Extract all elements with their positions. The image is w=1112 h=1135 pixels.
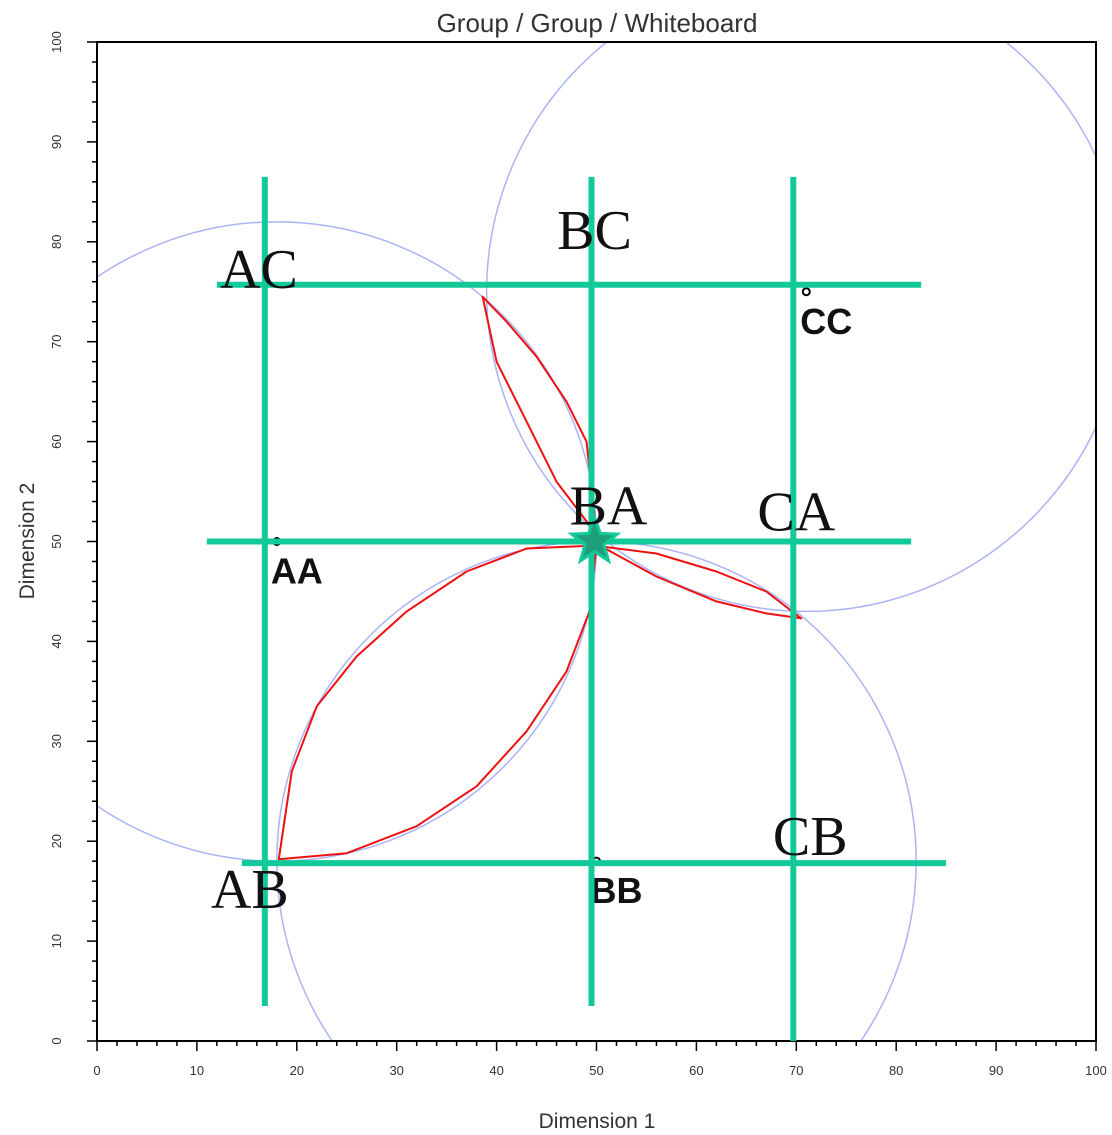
x-axis-title: Dimension 1 [539,1110,656,1133]
grid-intersection-label: AB [211,859,289,921]
data-point [801,287,811,297]
grid-intersection-label: CA [757,482,835,544]
grid-intersection-label: AC [220,239,298,301]
x-tick-label: 30 [389,1063,403,1078]
x-tick-label: 10 [190,1063,204,1078]
x-tick-label: 50 [589,1063,603,1078]
region-circle [485,42,1096,613]
y-tick-label: 60 [49,434,64,448]
x-tick-label: 20 [290,1063,304,1078]
y-tick-label: 90 [49,135,64,149]
red-regions-layer [277,295,803,861]
y-tick-label: 50 [49,534,64,548]
x-tick-label: 80 [889,1063,903,1078]
red-region-outline [277,544,598,861]
x-ticks-layer: 0 10 20 30 40 50 60 70 80 90 100 [93,1041,1107,1078]
chart-title: Group / Group / Whiteboard [437,8,758,38]
grid-labels-layer: AC BC BA CA AB CB [211,200,848,921]
x-tick-label: 90 [989,1063,1003,1078]
y-tick-label: 20 [49,834,64,848]
y-tick-label: 70 [49,334,64,348]
grid-intersection-label: CB [773,806,848,868]
y-axis-title: Dimension 2 [16,483,39,600]
x-tick-label: 0 [93,1063,100,1078]
green-lines-layer [206,176,947,1041]
x-tick-label: 60 [689,1063,703,1078]
grid-intersection-label: BA [570,476,648,538]
y-ticks-layer: 0 10 20 30 40 50 60 70 80 90 100 [49,31,97,1045]
star-marker [567,513,622,565]
y-tick-label: 0 [49,1037,64,1044]
points-layer: AA BB CC [271,287,852,911]
point-label: AA [271,551,323,592]
point-label: BB [591,870,643,911]
y-tick-label: 40 [49,634,64,648]
x-tick-label: 70 [789,1063,803,1078]
star-layer [567,513,622,565]
x-tick-label: 40 [489,1063,503,1078]
y-tick-label: 10 [49,934,64,948]
x-tick-label: 100 [1085,1063,1107,1078]
y-tick-label: 30 [49,734,64,748]
grid-intersection-label: BC [557,200,632,262]
y-tick-label: 100 [49,31,64,53]
y-tick-label: 80 [49,235,64,249]
point-label: CC [800,301,852,342]
red-region-outline [600,545,803,620]
